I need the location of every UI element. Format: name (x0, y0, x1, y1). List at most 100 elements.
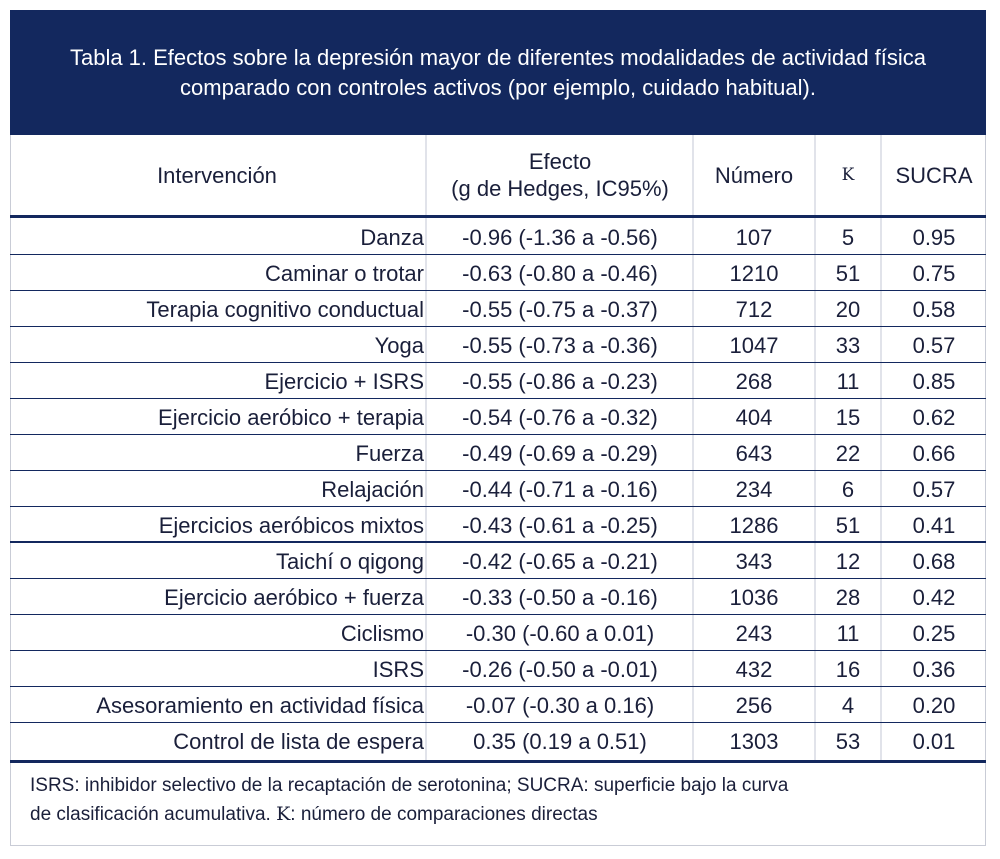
column-divider (692, 135, 694, 762)
row-rule (10, 614, 986, 615)
row-rule (10, 254, 986, 255)
row-rule (10, 362, 986, 363)
row-rule (10, 326, 986, 327)
header-rule (10, 215, 986, 218)
table-row: Ejercicio aeróbico + terapia -0.54 (-0.7… (10, 399, 986, 435)
cell-efecto: -0.63 (-0.80 a -0.46) (462, 261, 658, 286)
cell-efecto: -0.96 (-1.36 a -0.56) (462, 225, 658, 250)
cell-efecto: -0.55 (-0.73 a -0.36) (462, 333, 658, 358)
cell-intervencion: Ejercicios aeróbicos mixtos (158, 513, 424, 538)
cell-sucra: 0.25 (912, 621, 956, 646)
cell-k: 53 (835, 729, 861, 754)
cell-k: 15 (835, 405, 861, 430)
column-divider (880, 135, 882, 762)
cell-sucra: 0.41 (912, 513, 956, 538)
table-row: Taichí o qigong -0.42 (-0.65 a -0.21) 34… (10, 543, 986, 579)
cell-numero: 256 (735, 693, 773, 718)
cell-intervencion: Taichí o qigong (276, 549, 424, 574)
cell-numero: 1210 (729, 261, 779, 286)
cell-numero: 107 (735, 225, 773, 250)
column-divider (814, 135, 816, 762)
row-rule (10, 398, 986, 399)
table-row: Caminar o trotar -0.63 (-0.80 a -0.46) 1… (10, 255, 986, 291)
cell-efecto: -0.30 (-0.60 a 0.01) (465, 621, 655, 646)
row-rule (10, 470, 986, 471)
cell-numero: 268 (735, 369, 773, 394)
cell-intervencion: Relajación (321, 477, 424, 502)
cell-sucra: 0.68 (912, 549, 956, 574)
cell-k: 4 (841, 693, 855, 718)
cell-efecto: -0.26 (-0.50 a -0.01) (462, 657, 658, 682)
row-rule (10, 578, 986, 579)
cell-k: 5 (841, 225, 855, 250)
cell-efecto: -0.07 (-0.30 a 0.16) (465, 693, 655, 718)
cell-numero: 643 (735, 441, 773, 466)
table-row: Relajación -0.44 (-0.71 a -0.16) 234 6 0… (10, 471, 986, 507)
cell-sucra: 0.42 (912, 585, 956, 610)
row-rule (10, 722, 986, 723)
cell-numero: 1286 (729, 513, 779, 538)
table-row: Yoga -0.55 (-0.73 a -0.36) 1047 33 0.57 (10, 327, 986, 363)
cell-efecto: -0.55 (-0.86 a -0.23) (462, 369, 658, 394)
column-divider (425, 135, 427, 762)
table-title: Tabla 1. Efectos sobre la depresión mayo… (10, 10, 986, 135)
cell-intervencion: Caminar o trotar (265, 261, 424, 286)
row-rule (10, 290, 986, 291)
row-rule (10, 506, 986, 507)
table-row: Asesoramiento en actividad física -0.07 … (10, 687, 986, 723)
cell-sucra: 0.95 (912, 225, 956, 250)
cell-sucra: 0.85 (912, 369, 956, 394)
cell-efecto: 0.35 (0.19 a 0.51) (473, 729, 647, 754)
cell-intervencion: Control de lista de espera (173, 729, 424, 754)
table-title-text: Tabla 1. Efectos sobre la depresión mayo… (69, 44, 927, 100)
table-row: Ejercicio aeróbico + fuerza -0.33 (-0.50… (10, 579, 986, 615)
cell-k: 16 (835, 657, 861, 682)
footnote-line2: de clasificación acumulativa. K: número … (30, 803, 598, 825)
cell-numero: 343 (735, 549, 773, 574)
cell-intervencion: Terapia cognitivo conductual (146, 297, 424, 322)
cell-k: 6 (841, 477, 855, 502)
header-efecto-line1: Efecto (528, 149, 592, 174)
cell-sucra: 0.66 (912, 441, 956, 466)
header-efecto: Efecto (g de Hedges, IC95%) (428, 135, 692, 215)
table-row: Ejercicio + ISRS -0.55 (-0.86 a -0.23) 2… (10, 363, 986, 399)
table-row: Ciclismo -0.30 (-0.60 a 0.01) 243 11 0.2… (10, 615, 986, 651)
cell-sucra: 0.58 (912, 297, 956, 322)
cell-k: 12 (835, 549, 861, 574)
cell-numero: 404 (735, 405, 773, 430)
header-sucra: SUCRA (895, 162, 973, 188)
table-row: Ejercicios aeróbicos mixtos -0.43 (-0.61… (10, 507, 986, 543)
header-intervencion: Intervención (157, 162, 277, 188)
cell-intervencion: Asesoramiento en actividad física (96, 693, 424, 718)
cell-intervencion: Yoga (374, 333, 424, 358)
cell-sucra: 0.36 (912, 657, 956, 682)
table-bottom-rule (10, 760, 986, 763)
table-row: Danza -0.96 (-1.36 a -0.56) 107 5 0.95 (10, 219, 986, 255)
cell-sucra: 0.57 (912, 333, 956, 358)
cell-numero: 1036 (729, 585, 779, 610)
table-footnote: ISRS: inhibidor selectivo de la recaptac… (30, 771, 970, 829)
row-rule (10, 686, 986, 687)
cell-k: 51 (835, 513, 861, 538)
header-k: K (841, 164, 855, 185)
cell-efecto: -0.49 (-0.69 a -0.29) (462, 441, 658, 466)
cell-k: 11 (836, 621, 860, 646)
table-row: Fuerza -0.49 (-0.69 a -0.29) 643 22 0.66 (10, 435, 986, 471)
footnote-line1: ISRS: inhibidor selectivo de la recaptac… (30, 775, 789, 796)
cell-k: 20 (835, 297, 861, 322)
cell-numero: 432 (735, 657, 773, 682)
cell-efecto: -0.42 (-0.65 a -0.21) (462, 549, 658, 574)
cell-efecto: -0.54 (-0.76 a -0.32) (462, 405, 658, 430)
cell-sucra: 0.75 (912, 261, 956, 286)
cell-intervencion: Ciclismo (340, 621, 424, 646)
table-row: Control de lista de espera 0.35 (0.19 a … (10, 723, 986, 759)
cell-k: 22 (835, 441, 861, 466)
footnote-k-symbol: K (276, 803, 291, 825)
cell-efecto: -0.55 (-0.75 a -0.37) (462, 297, 658, 322)
cell-intervencion: Ejercicio aeróbico + fuerza (164, 585, 424, 610)
header-efecto-line2: (g de Hedges, IC95%) (451, 176, 669, 201)
cell-intervencion: Fuerza (355, 441, 424, 466)
cell-intervencion: Danza (360, 225, 424, 250)
cell-sucra: 0.01 (912, 729, 956, 754)
cell-numero: 243 (735, 621, 773, 646)
